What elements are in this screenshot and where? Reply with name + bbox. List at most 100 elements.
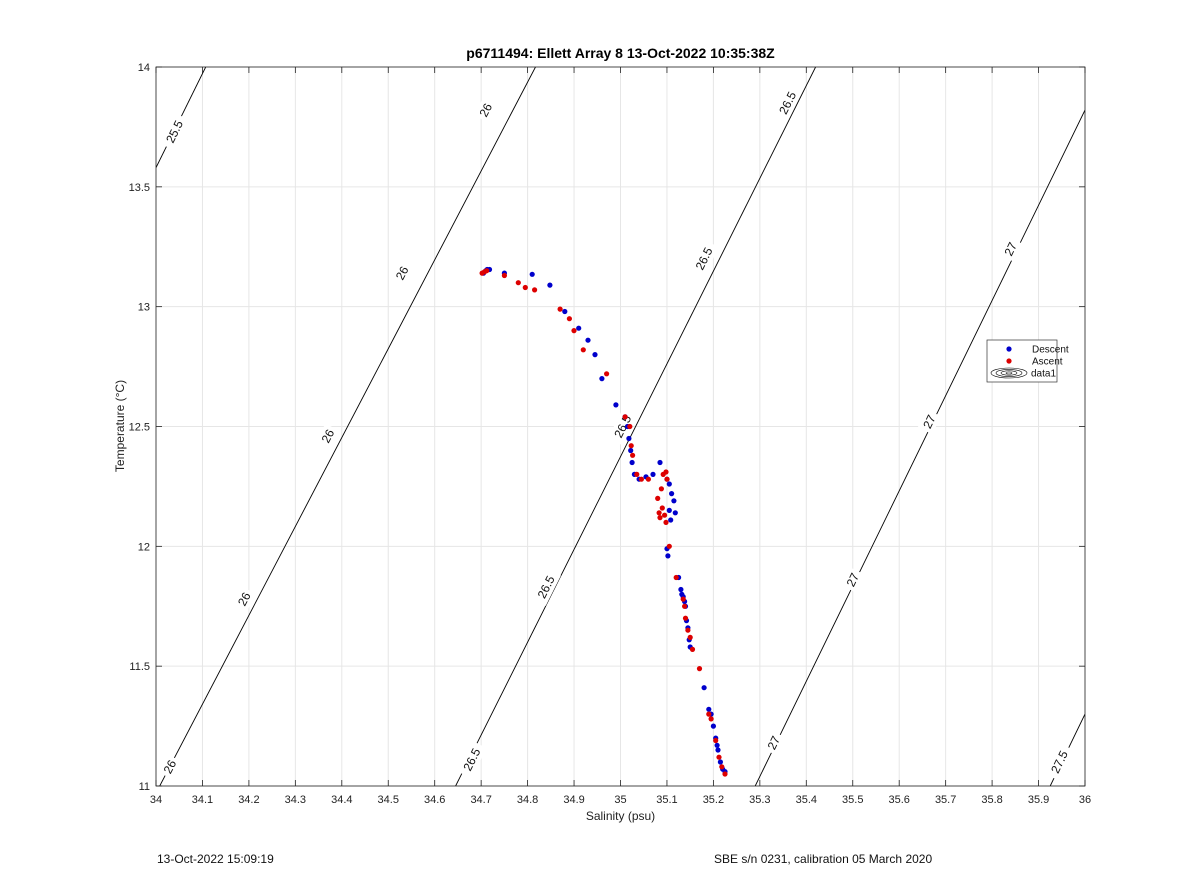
- ascent-point: [638, 476, 645, 482]
- descent-point: [678, 586, 684, 593]
- footer-timestamp: 13-Oct-2022 15:09:19: [157, 852, 274, 866]
- contour-label: 26: [161, 757, 180, 776]
- y-tick-label: 11.5: [129, 661, 150, 673]
- ascent-point: [680, 596, 686, 602]
- series-ascent: [479, 268, 728, 777]
- x-tick-label: 34: [150, 794, 162, 806]
- ascent-point: [657, 515, 663, 521]
- x-tick-label: 35.7: [935, 794, 956, 806]
- descent-point: [599, 376, 605, 382]
- ascent-point: [515, 280, 521, 286]
- legend-marker-data1: [990, 367, 1028, 379]
- footer-calibration: SBE s/n 0231, calibration 05 March 2020: [714, 852, 933, 866]
- contour-line: [455, 67, 817, 786]
- descent-point: [666, 507, 672, 513]
- ascent-point: [682, 603, 688, 609]
- descent-point: [626, 435, 632, 442]
- contour-label-bg: [390, 260, 414, 286]
- ascent-point: [604, 371, 610, 377]
- x-tick-label: 35: [614, 794, 626, 806]
- contour-label-bg: [1044, 743, 1075, 781]
- descent-point: [562, 308, 568, 315]
- ascent-point: [706, 711, 712, 717]
- descent-point: [669, 491, 675, 497]
- x-tick-label: 35.6: [888, 794, 909, 806]
- descent-point: [650, 471, 656, 477]
- ascent-point: [656, 510, 662, 516]
- ascent-point: [658, 486, 665, 492]
- ascent-point: [682, 615, 689, 621]
- ascent-point: [664, 476, 670, 482]
- ascent-point: [662, 512, 668, 518]
- descent-point: [657, 459, 663, 466]
- x-tick-label: 35.1: [656, 794, 677, 806]
- contour-line: [159, 67, 536, 786]
- x-tick-label: 35.8: [981, 794, 1002, 806]
- ascent-point: [716, 754, 722, 760]
- y-tick-label: 13: [138, 302, 150, 314]
- descent-point: [672, 510, 678, 516]
- contour-label: 26: [235, 590, 254, 609]
- contour-label-bg: [689, 239, 719, 278]
- contour-label-bg: [999, 236, 1023, 262]
- ascent-point: [696, 666, 703, 672]
- descent-point: [706, 706, 712, 712]
- contour-label: 26: [319, 427, 338, 446]
- x-tick-label: 34.1: [192, 794, 213, 806]
- ascent-point: [630, 452, 636, 458]
- x-tick-label: 34.7: [470, 794, 491, 806]
- ascent-point: [627, 423, 633, 430]
- y-axis-label: Temperature (°C): [113, 380, 127, 472]
- x-tick-label: 35.2: [703, 794, 724, 806]
- ascent-point: [663, 519, 669, 526]
- contour-label: 27: [844, 571, 863, 589]
- contour-label-group: 27: [762, 730, 786, 756]
- descent-point: [715, 747, 721, 753]
- ascent-point: [580, 347, 586, 353]
- contour-label-bg: [917, 409, 941, 435]
- contour-line: [754, 109, 1085, 786]
- ascent-point: [557, 306, 563, 312]
- ascent-point: [628, 443, 634, 449]
- legend-contour-ellipse: [1005, 371, 1013, 375]
- ascent-point: [634, 471, 640, 477]
- contour-label-group: 27: [841, 567, 865, 593]
- contour-label-bg: [474, 97, 498, 123]
- contour-label-bg: [159, 112, 190, 151]
- x-tick-label: 34.8: [517, 794, 538, 806]
- chart-title: p6711494: Ellett Array 8 13-Oct-2022 10:…: [466, 45, 775, 61]
- descent-point: [576, 325, 582, 331]
- descent-point: [714, 742, 720, 748]
- ascent-point: [659, 505, 665, 511]
- contour-label-bg: [762, 730, 786, 756]
- x-tick-label: 35.3: [749, 794, 770, 806]
- ascent-point: [522, 284, 528, 291]
- descent-point: [592, 352, 598, 358]
- x-tick-label: 35.4: [796, 794, 817, 806]
- contour-label: 27: [920, 412, 939, 430]
- x-tick-label: 35.9: [1028, 794, 1049, 806]
- x-tick-label: 34.6: [424, 794, 445, 806]
- ascent-point: [719, 764, 725, 770]
- contour-label-bg: [158, 754, 182, 780]
- descent-point: [613, 402, 619, 408]
- ascent-point: [645, 476, 652, 482]
- x-tick-label: 36: [1079, 794, 1091, 806]
- descent-point: [668, 517, 674, 523]
- contour-label-bg: [316, 423, 340, 449]
- descent-point: [628, 447, 634, 454]
- y-tick-label: 11: [139, 781, 150, 793]
- x-axis-label: Salinity (psu): [586, 809, 655, 823]
- descent-point: [701, 685, 707, 691]
- legend-marker-descent: [1006, 346, 1012, 352]
- descent-point: [666, 481, 672, 487]
- y-tick-label: 12: [138, 541, 150, 553]
- contour-label-group: 26: [474, 97, 498, 123]
- contour-label-group: 27: [999, 236, 1023, 262]
- x-tick-label: 34.4: [331, 794, 352, 806]
- ascent-point: [663, 469, 669, 475]
- contour-label: 27: [1001, 240, 1020, 258]
- ascent-point: [571, 328, 577, 334]
- contour-label: 26: [477, 101, 496, 120]
